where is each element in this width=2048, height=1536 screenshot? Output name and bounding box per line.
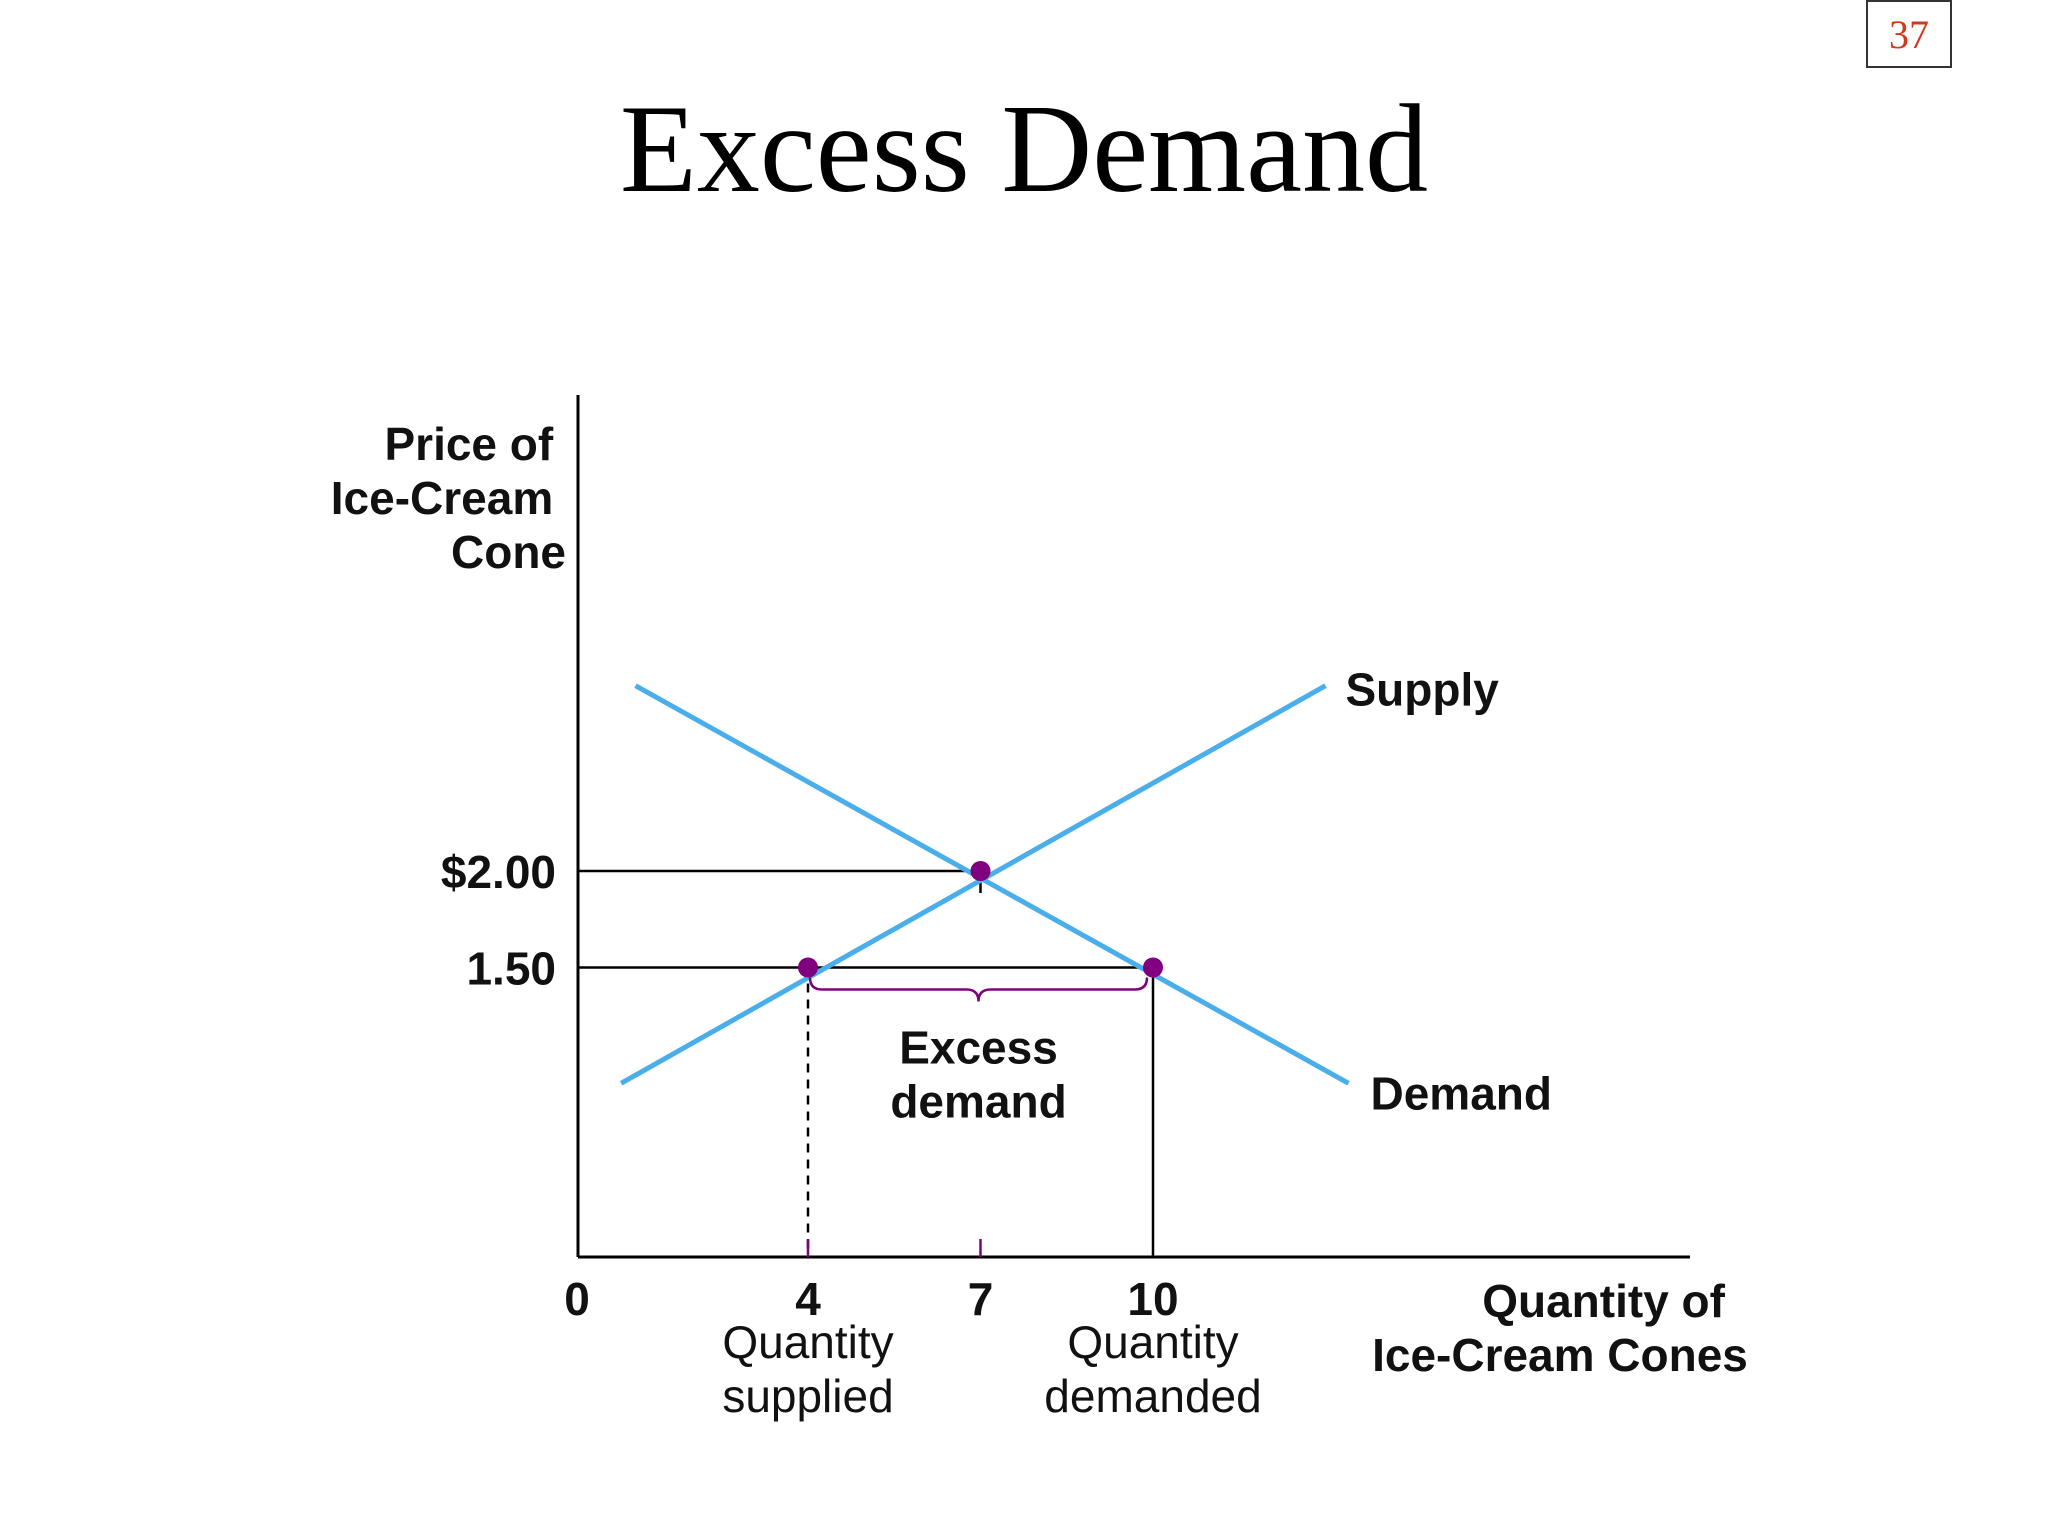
supply-curve: [619, 683, 1327, 1086]
slide-title: Excess Demand: [619, 80, 1429, 219]
y-axis-label-line-2: Ice-Cream: [331, 472, 553, 524]
excess-demand-bracket: [808, 977, 1149, 1002]
x-tick-label: 10: [1127, 1273, 1178, 1325]
x-tick-caption: Quantity: [722, 1316, 893, 1368]
x-tick-caption: demanded: [1044, 1370, 1261, 1422]
demand-label: Demand: [1371, 1067, 1552, 1119]
x-tick-label: 4: [795, 1273, 821, 1325]
x-axis-label: Quantity of Ice-Cream Cones: [1372, 1275, 1748, 1381]
excess-demand-label-line-2: demand: [890, 1076, 1066, 1128]
y-tick-label: 1.50: [466, 943, 556, 995]
point-quantity-demanded: [1143, 957, 1163, 978]
y-tick-label: $2.00: [441, 846, 556, 898]
chart-marks: SupplyDemandExcessdemand$2.001.504Quanti…: [441, 664, 1552, 1422]
excess-demand-label-line-1: Excess: [899, 1022, 1058, 1074]
y-axis-label-line-1: Price of: [384, 418, 553, 470]
x-axis-label-line-1: Quantity of: [1482, 1275, 1725, 1327]
demand-curve: [634, 683, 1350, 1086]
x-tick-caption: supplied: [722, 1370, 893, 1422]
x-origin-label: 0: [564, 1273, 590, 1325]
y-axis-label: Price of Ice-Cream Cone: [331, 418, 566, 578]
x-axis-label-line-2: Ice-Cream Cones: [1372, 1329, 1748, 1381]
supply-label: Supply: [1346, 664, 1500, 716]
y-axis-label-line-3: Cone: [451, 526, 566, 578]
point-quantity-supplied: [798, 957, 818, 978]
page-number: 37: [1866, 0, 1952, 68]
x-tick-label: 7: [968, 1273, 994, 1325]
x-tick-caption: Quantity: [1067, 1316, 1238, 1368]
point-equilibrium: [970, 861, 991, 881]
